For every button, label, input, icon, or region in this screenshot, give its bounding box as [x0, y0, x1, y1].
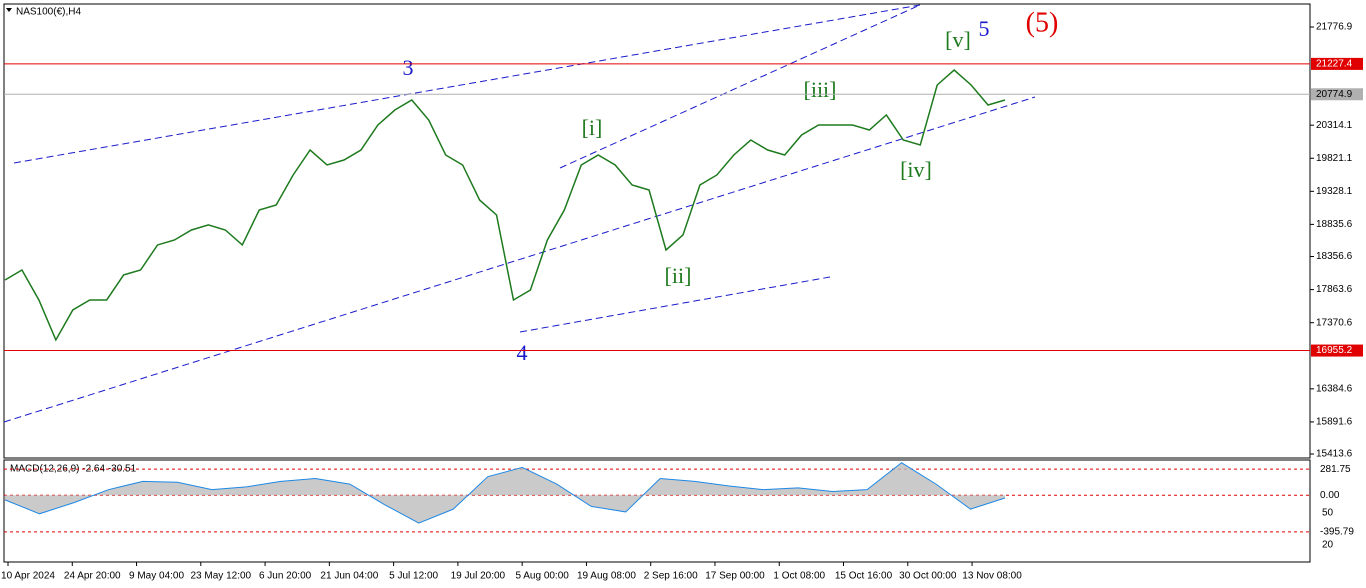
level-box: [1311, 88, 1363, 101]
level-label: 16955.2: [1316, 345, 1353, 356]
level-label: 20774.9: [1316, 89, 1353, 100]
wave-label: (5): [1026, 7, 1059, 38]
macd-tick-label: 281.75: [1320, 464, 1351, 475]
x-tick-label: 9 May 04:00: [129, 571, 184, 582]
x-tick-label: 2 Sep 16:00: [644, 571, 698, 582]
level-box: [1311, 57, 1363, 70]
menu-arrow: [6, 8, 12, 12]
y-tick-label: 19821.1: [1316, 153, 1353, 164]
wave-label: 5: [979, 16, 990, 41]
x-tick-label: 19 Aug 08:00: [577, 571, 636, 582]
macd-tick-label: 0.00: [1320, 490, 1340, 501]
y-tick-label: 18356.6: [1316, 251, 1353, 262]
y-tick-label: 17863.6: [1316, 284, 1353, 295]
trend-line: [519, 276, 831, 333]
wave-label: [ii]: [665, 263, 692, 288]
wave-label: [i]: [582, 115, 603, 140]
level-label: 20: [1322, 540, 1334, 551]
x-tick-label: 1 Oct 08:00: [773, 571, 825, 582]
x-tick-label: 5 Aug 00:00: [515, 571, 569, 582]
x-tick-label: 13 Nov 08:00: [962, 571, 1022, 582]
x-tick-label: 10 Apr 2024: [1, 571, 55, 582]
y-tick-label: 17370.6: [1316, 317, 1353, 328]
y-tick-label: 15891.6: [1316, 417, 1353, 428]
macd-title: MACD(12,26,9) -2.64 -30.51: [10, 464, 137, 475]
wave-label: 3: [403, 55, 414, 80]
y-tick-label: 16384.6: [1316, 383, 1353, 394]
level-box: [1311, 344, 1363, 357]
wave-label: [iv]: [900, 157, 932, 182]
x-tick-label: 24 Apr 20:00: [64, 571, 121, 582]
macd-line: [4, 462, 1006, 524]
level-label: 50: [1322, 508, 1334, 519]
chart-title: NAS100(€),H4: [16, 7, 81, 18]
x-tick-label: 30 Oct 00:00: [899, 571, 957, 582]
macd-area: [5, 462, 1005, 524]
price-panel: [3, 3, 1311, 459]
wave-label: [iii]: [804, 77, 837, 102]
y-tick-label: 15413.6: [1316, 449, 1353, 460]
y-tick-label: 20314.1: [1316, 120, 1353, 131]
x-tick-label: 5 Jul 12:00: [389, 571, 438, 582]
x-tick-label: 19 Jul 20:00: [451, 571, 506, 582]
x-tick-label: 21 Jun 04:00: [320, 571, 378, 582]
wave-label: 4: [517, 340, 528, 365]
price-line: [4, 69, 1006, 342]
y-tick-label: 18835.6: [1316, 219, 1353, 230]
x-tick-label: 15 Oct 16:00: [835, 571, 893, 582]
x-tick-label: 17 Sep 00:00: [705, 571, 765, 582]
x-tick-label: 6 Jun 20:00: [259, 571, 312, 582]
level-label: 21227.4: [1316, 59, 1353, 70]
y-tick-label: 21776.9: [1316, 22, 1353, 33]
macd-panel: [3, 459, 1311, 563]
x-tick-label: 23 May 12:00: [191, 571, 252, 582]
wave-label: [v]: [945, 27, 971, 52]
trend-line: [3, 96, 1036, 423]
macd-tick-label: -395.79: [1320, 527, 1354, 538]
y-tick-label: 19328.1: [1316, 186, 1353, 197]
